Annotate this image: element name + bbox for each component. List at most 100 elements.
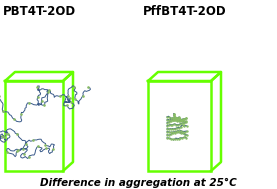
Point xyxy=(27,156,31,159)
Point xyxy=(12,117,16,120)
Point xyxy=(68,97,72,100)
Point xyxy=(168,127,173,130)
Point xyxy=(175,130,179,133)
Point xyxy=(172,117,177,120)
Point xyxy=(182,118,187,121)
Point xyxy=(170,119,175,122)
Point xyxy=(173,119,177,122)
Point xyxy=(173,127,177,130)
Point xyxy=(176,129,181,132)
Point xyxy=(184,121,188,124)
Point xyxy=(170,123,175,126)
Point xyxy=(173,131,177,134)
Point xyxy=(180,118,185,121)
Point xyxy=(168,123,173,126)
Point xyxy=(65,104,69,107)
Point xyxy=(24,143,29,146)
Point xyxy=(167,134,171,137)
Point xyxy=(181,132,185,135)
Point xyxy=(65,95,70,98)
Point xyxy=(183,130,187,133)
Point xyxy=(165,124,169,127)
Point xyxy=(183,133,187,136)
Point xyxy=(73,98,78,101)
Point xyxy=(165,115,169,118)
Point xyxy=(184,124,189,127)
Point xyxy=(4,132,9,135)
Point xyxy=(171,117,176,120)
Point xyxy=(175,116,179,119)
Point xyxy=(168,116,173,119)
Point xyxy=(184,136,188,139)
Point xyxy=(174,117,179,120)
Point xyxy=(165,127,169,130)
Point xyxy=(174,137,179,140)
Point xyxy=(169,132,173,136)
Point xyxy=(19,112,24,115)
Point xyxy=(0,109,5,112)
Point xyxy=(35,85,40,88)
Point xyxy=(174,119,179,122)
Point xyxy=(182,121,186,124)
Point xyxy=(35,145,40,148)
Point xyxy=(42,104,46,107)
Point xyxy=(172,119,176,122)
Point xyxy=(6,133,11,136)
Point xyxy=(165,136,169,139)
Point xyxy=(15,149,20,152)
Point xyxy=(171,131,175,134)
Point xyxy=(184,120,188,123)
Point xyxy=(80,95,85,98)
Point xyxy=(58,95,62,98)
Point xyxy=(39,99,44,102)
Point xyxy=(69,101,73,104)
Point xyxy=(176,119,181,122)
Point xyxy=(22,152,26,155)
Point xyxy=(86,86,91,89)
Point xyxy=(175,119,179,122)
Point xyxy=(175,130,179,133)
Point xyxy=(170,118,175,121)
Point xyxy=(176,119,181,122)
Point xyxy=(2,135,6,138)
Point xyxy=(172,122,177,125)
Point xyxy=(177,116,181,119)
Point xyxy=(165,118,169,121)
Point xyxy=(14,132,19,135)
Point xyxy=(47,89,52,92)
Point xyxy=(51,148,56,151)
Point xyxy=(43,144,48,147)
Point xyxy=(16,148,20,151)
Point xyxy=(167,121,171,124)
Text: Difference in aggregation at 25°C: Difference in aggregation at 25°C xyxy=(40,178,237,188)
Point xyxy=(182,124,187,127)
Point xyxy=(184,130,189,133)
Point xyxy=(173,116,177,119)
Point xyxy=(166,119,171,122)
Point xyxy=(165,121,169,124)
Point xyxy=(178,118,183,121)
Point xyxy=(182,136,186,139)
Point xyxy=(166,128,171,131)
Point xyxy=(168,131,173,134)
Point xyxy=(178,119,183,122)
Point xyxy=(44,147,48,150)
Point xyxy=(181,130,185,133)
Point xyxy=(27,101,31,105)
Point xyxy=(166,115,171,118)
Point xyxy=(170,138,175,141)
Point xyxy=(179,132,183,135)
Point xyxy=(169,137,173,140)
Point xyxy=(175,126,179,129)
Point xyxy=(35,95,40,98)
Point xyxy=(166,124,171,127)
Point xyxy=(180,136,184,139)
Point xyxy=(174,123,179,126)
Point xyxy=(46,90,50,93)
Point xyxy=(172,113,176,116)
Point xyxy=(184,117,189,120)
Point xyxy=(5,150,9,153)
Point xyxy=(178,119,183,122)
Point xyxy=(170,117,175,120)
Point xyxy=(176,123,181,126)
